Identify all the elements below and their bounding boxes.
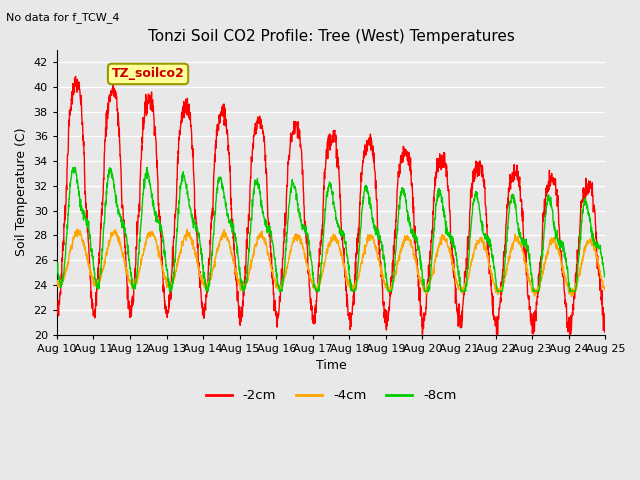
Title: Tonzi Soil CO2 Profile: Tree (West) Temperatures: Tonzi Soil CO2 Profile: Tree (West) Temp… — [148, 29, 515, 44]
Text: TZ_soilco2: TZ_soilco2 — [111, 67, 184, 81]
Legend: -2cm, -4cm, -8cm: -2cm, -4cm, -8cm — [200, 384, 461, 408]
X-axis label: Time: Time — [316, 359, 346, 372]
Text: No data for f_TCW_4: No data for f_TCW_4 — [6, 12, 120, 23]
Y-axis label: Soil Temperature (C): Soil Temperature (C) — [15, 128, 28, 256]
